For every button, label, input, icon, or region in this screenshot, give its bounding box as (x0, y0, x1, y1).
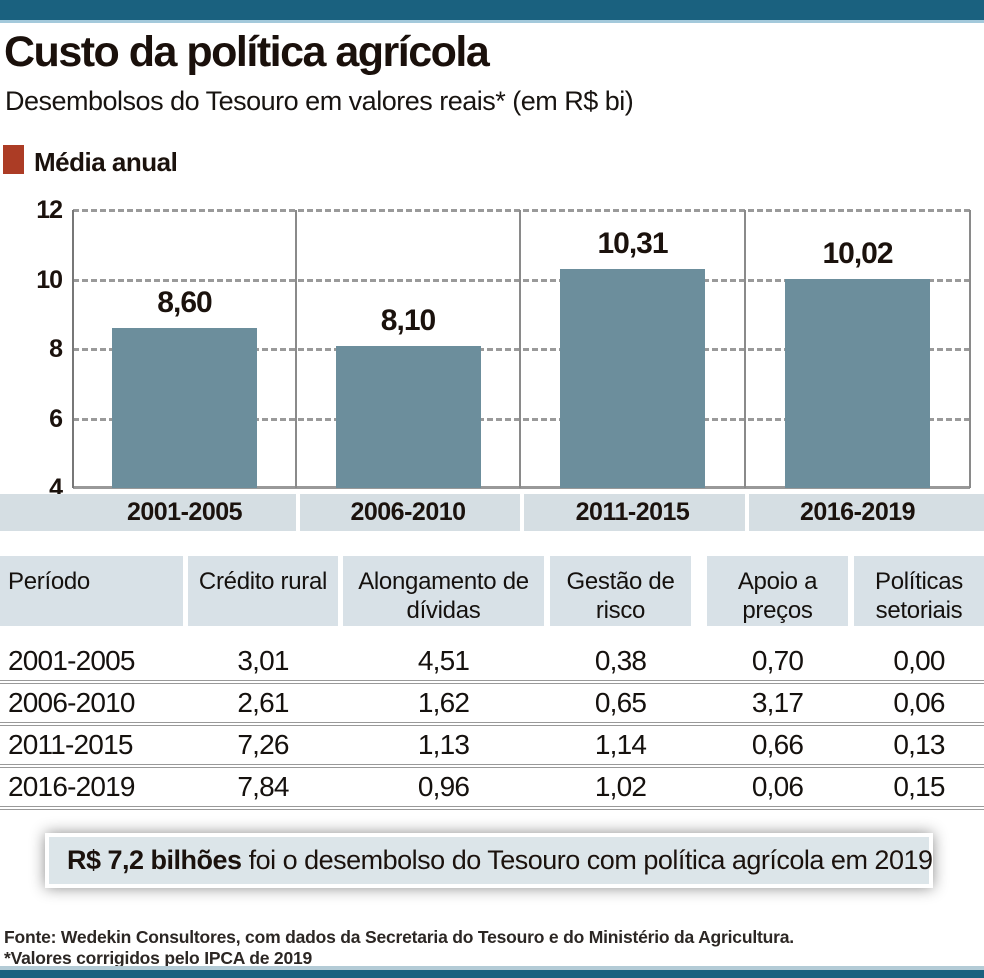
x-axis-line (73, 486, 970, 489)
category-label: 2016-2019 (799, 498, 916, 526)
category-strip (0, 494, 296, 531)
table-cell: 7,84 (237, 771, 289, 802)
table-cell: 1,62 (417, 687, 470, 718)
row-separator (0, 806, 984, 810)
row-separator (0, 680, 984, 684)
source-line: Fonte: Wedekin Consultores, com dados da… (4, 927, 794, 947)
table-header-cell: Políticas setoriais (854, 556, 984, 626)
table-cell: 0,66 (751, 729, 804, 760)
highlight-value: R$ 7,2 bilhões (67, 845, 242, 875)
table-header-cell: Gestão de risco (550, 556, 691, 626)
y-axis-tick-label: 6 (49, 404, 63, 433)
plot-right-border (969, 210, 971, 488)
row-separator (0, 722, 984, 726)
panel-separator (295, 210, 297, 488)
highlight-callout: R$ 7,2 bilhões foi o desembolso do Tesou… (45, 833, 933, 888)
table-cell: 0,06 (751, 771, 804, 802)
table-row-period: 2011-2015 (8, 729, 133, 760)
table-cell: 0,06 (893, 687, 945, 718)
table-cell: 2,61 (237, 687, 289, 718)
category-strip (524, 494, 745, 531)
table-cell: 1,13 (417, 729, 470, 760)
table-header-cell: Apoio a preços (707, 556, 848, 626)
gridline-6 (73, 417, 970, 421)
table-cell: 4,51 (417, 645, 470, 676)
category-label: 2011-2015 (575, 498, 690, 526)
table-row-period: 2001-2005 (8, 645, 136, 676)
table-cell: 0,70 (751, 645, 804, 676)
bar-value-label: 8,60 (157, 286, 212, 320)
highlight-text: foi o desembolso do Tesouro com política… (241, 845, 933, 875)
bar-value-label: 10,31 (597, 226, 668, 260)
panel-separator (744, 210, 746, 488)
footnote-line: *Valores corrigidos pelo IPCA de 2019 (4, 948, 313, 968)
bar-value-label: 8,10 (380, 303, 436, 337)
category-strip (749, 494, 984, 531)
table-cell: 0,38 (594, 645, 647, 676)
y-axis-tick-label: 8 (49, 335, 63, 363)
gridline-8 (73, 348, 970, 351)
table-cell: 0,96 (417, 771, 470, 802)
bar-value-label: 10,02 (822, 236, 893, 270)
table-header-cell: Crédito rural (188, 556, 338, 626)
bottom-accent-line (0, 966, 984, 970)
category-strip (300, 494, 520, 531)
table-cell: 3,17 (751, 687, 804, 718)
gridline-12 (73, 209, 970, 212)
page-title: Custo da política agrícola (4, 28, 490, 76)
table-cell: 7,26 (237, 729, 289, 760)
table-cell: 1,02 (594, 771, 647, 802)
bar-2011-2015 (560, 268, 705, 488)
top-accent-line (0, 20, 984, 23)
legend-swatch (3, 145, 24, 174)
panel-separator (519, 210, 521, 488)
bar-2016-2019 (785, 278, 930, 488)
top-color-band (0, 0, 984, 20)
bar-chart-plot-area: 8,60 8,10 10,31 10,02 (72, 209, 971, 489)
bar-2001-2005 (112, 328, 257, 488)
table-row-period: 2006-2010 (8, 687, 136, 718)
legend-label: Média anual (34, 147, 178, 177)
category-label: 2006-2010 (350, 498, 466, 526)
table-cell: 0,65 (594, 687, 647, 718)
table-cell: 0,15 (893, 771, 945, 802)
table-row-period: 2016-2019 (8, 771, 136, 802)
bottom-color-band (0, 970, 984, 978)
table-cell: 0,00 (893, 645, 945, 676)
table-header-cell: Período (0, 556, 183, 626)
table-cell: 1,14 (594, 729, 647, 760)
category-label: 2001-2005 (126, 498, 243, 526)
page-subtitle: Desembolsos do Tesouro em valores reais*… (5, 86, 634, 116)
row-separator (0, 764, 984, 768)
y-axis-tick-label: 10 (36, 265, 63, 294)
table-cell: 0,13 (893, 729, 945, 760)
table-cell: 3,01 (237, 645, 289, 676)
table-header-cell: Alongamento de dívidas (343, 556, 544, 626)
y-axis-tick-label: 12 (36, 196, 63, 224)
gridline-10 (73, 278, 970, 282)
y-axis-line (72, 210, 74, 488)
bar-2006-2010 (335, 345, 481, 488)
